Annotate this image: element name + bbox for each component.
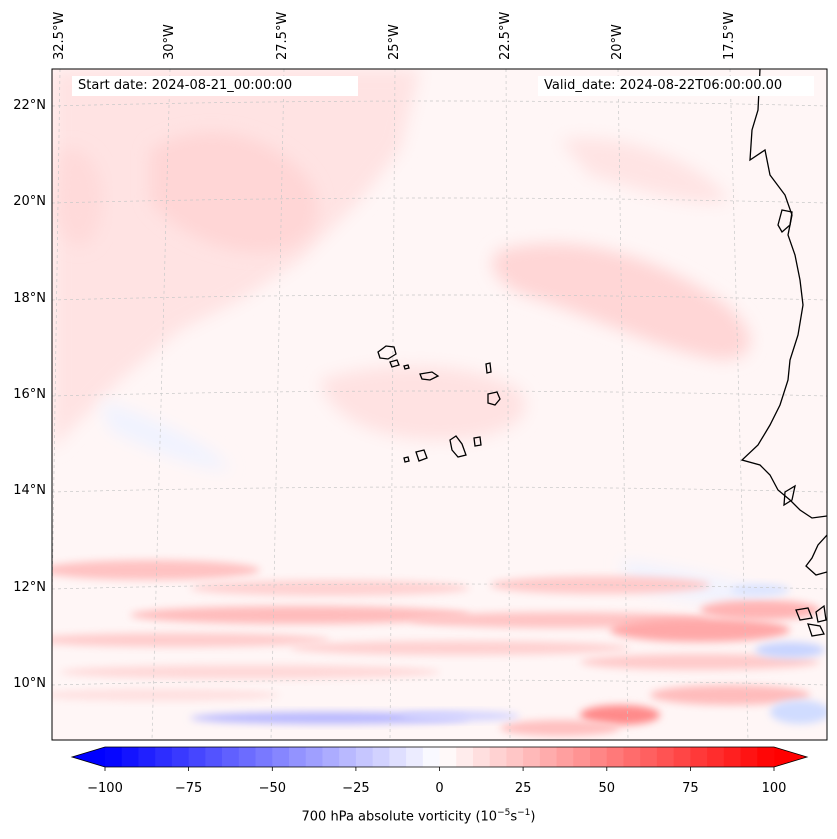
colorbar-cell	[673, 747, 691, 767]
colorbar-cell	[121, 747, 139, 767]
colorbar-tick-label: 100	[761, 781, 787, 796]
colorbar-cell	[573, 747, 591, 767]
colorbar-tick-label: 75	[682, 781, 699, 796]
lon-label: 22.5°W	[498, 11, 513, 60]
valid-date-label: Valid_date: 2024-08-22T06:00:00.00	[538, 76, 814, 96]
lon-label: 20°W	[610, 24, 625, 60]
lon-label: 32.5°W	[52, 11, 67, 60]
colorbar-cells	[105, 747, 775, 767]
colorbar-cell	[205, 747, 223, 767]
colorbar-tick-label: −25	[342, 781, 370, 796]
colorbar-max-extend	[774, 747, 807, 767]
lon-label: 17.5°W	[722, 11, 737, 60]
colorbar-cell	[222, 747, 240, 767]
colorbar-cell	[238, 747, 256, 767]
colorbar-tick-marks	[104, 767, 775, 771]
colorbar-cell	[288, 747, 307, 767]
colorbar-cell	[389, 747, 407, 767]
colorbar-cell	[422, 747, 440, 767]
colorbar-min-extend	[72, 747, 105, 767]
colorbar-cell	[707, 747, 725, 767]
colorbar-cell	[255, 747, 273, 767]
africa-coastline	[740, 69, 827, 637]
colorbar-cell	[322, 747, 340, 767]
lon-label: 27.5°W	[275, 11, 290, 60]
colorbar-cell	[188, 747, 206, 767]
colorbar-cell	[539, 747, 557, 767]
colorbar-cell	[590, 747, 608, 767]
colorbar-cell	[489, 747, 507, 767]
colorbar-cell	[355, 747, 374, 767]
colorbar-cell	[305, 747, 323, 767]
colorbar-tick-label: 50	[598, 781, 616, 796]
colorbar-cell	[506, 747, 524, 767]
colorbar-cell	[740, 747, 758, 767]
colorbar-tick-label: 0	[435, 781, 444, 796]
lat-label: 10°N	[13, 676, 46, 691]
lat-label: 14°N	[13, 483, 46, 498]
lat-label: 18°N	[13, 291, 46, 306]
colorbar-cell	[757, 747, 775, 767]
map-gridlines	[52, 69, 827, 740]
colorbar-cell	[138, 747, 156, 767]
colorbar-cell	[456, 747, 474, 767]
colorbar-cell	[656, 747, 675, 767]
lat-label: 12°N	[13, 580, 46, 595]
colorbar-tick-label: −100	[87, 781, 123, 796]
colorbar-cell	[606, 747, 624, 767]
start-date-label: Start date: 2024-08-21_00:00:00	[72, 76, 358, 96]
cape-verde-islands	[377, 345, 501, 463]
colorbar-tick-label: 25	[514, 781, 532, 796]
lon-label: 30°W	[162, 24, 177, 60]
colorbar-cell	[640, 747, 658, 767]
vorticity-field	[52, 69, 827, 736]
colorbar-cell	[723, 747, 741, 767]
colorbar-cell	[439, 747, 457, 767]
colorbar-cell	[339, 747, 357, 767]
colorbar-cell	[556, 747, 574, 767]
lat-label: 20°N	[13, 194, 46, 209]
colorbar-tick-label: −50	[258, 781, 287, 796]
colorbar-cell	[472, 747, 491, 767]
colorbar-cell	[171, 747, 190, 767]
colorbar-cell	[155, 747, 173, 767]
colorbar-cell	[690, 747, 708, 767]
colorbar-cell	[406, 747, 424, 767]
colorbar-cell	[623, 747, 641, 767]
colorbar	[70, 746, 809, 771]
colorbar-cell	[272, 747, 290, 767]
lat-label: 22°N	[13, 98, 46, 113]
colorbar-cell	[105, 747, 123, 767]
colorbar-cell	[523, 747, 541, 767]
lon-label: 25°W	[387, 24, 402, 60]
colorbar-title: 700 hPa absolute vorticity (10−5s−1)	[301, 808, 536, 825]
colorbar-tick-label: −75	[174, 781, 203, 796]
lat-label: 16°N	[13, 387, 46, 402]
colorbar-cell	[372, 747, 390, 767]
map-frame	[51, 68, 828, 741]
